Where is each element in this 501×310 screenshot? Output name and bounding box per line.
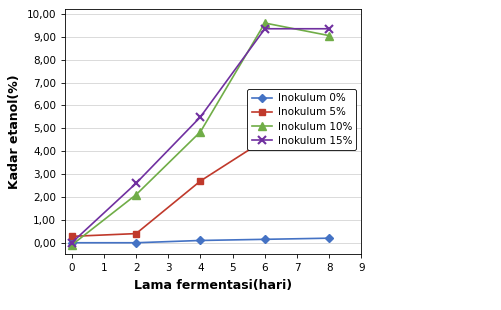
Inokulum 0% xyxy=(69,241,75,245)
Line: Inokulum 15%: Inokulum 15% xyxy=(68,24,333,247)
Inokulum 5% xyxy=(262,138,268,142)
Inokulum 5% xyxy=(197,179,203,183)
Legend: Inokulum 0%, Inokulum 5%, Inokulum 10%, Inokulum 15%: Inokulum 0%, Inokulum 5%, Inokulum 10%, … xyxy=(247,89,356,150)
Y-axis label: Kadar etanol(%): Kadar etanol(%) xyxy=(8,74,21,189)
Inokulum 5% xyxy=(294,135,300,138)
Inokulum 10% xyxy=(69,243,75,247)
Inokulum 15% xyxy=(262,27,268,31)
Inokulum 0% xyxy=(133,241,139,245)
Inokulum 10% xyxy=(262,21,268,25)
Line: Inokulum 5%: Inokulum 5% xyxy=(68,94,332,240)
Inokulum 0% xyxy=(197,239,203,242)
Inokulum 5% xyxy=(326,95,332,99)
Inokulum 15% xyxy=(133,181,139,185)
Inokulum 10% xyxy=(197,130,203,134)
Inokulum 15% xyxy=(326,27,332,31)
Line: Inokulum 0%: Inokulum 0% xyxy=(69,235,331,246)
Inokulum 15% xyxy=(197,115,203,119)
Inokulum 5% xyxy=(133,232,139,236)
Line: Inokulum 10%: Inokulum 10% xyxy=(68,19,333,249)
Inokulum 10% xyxy=(133,193,139,197)
Inokulum 0% xyxy=(262,237,268,241)
Inokulum 10% xyxy=(326,34,332,38)
Inokulum 5% xyxy=(69,234,75,238)
Inokulum 15% xyxy=(69,241,75,245)
X-axis label: Lama fermentasi(hari): Lama fermentasi(hari) xyxy=(134,279,292,292)
Inokulum 0% xyxy=(326,236,332,240)
